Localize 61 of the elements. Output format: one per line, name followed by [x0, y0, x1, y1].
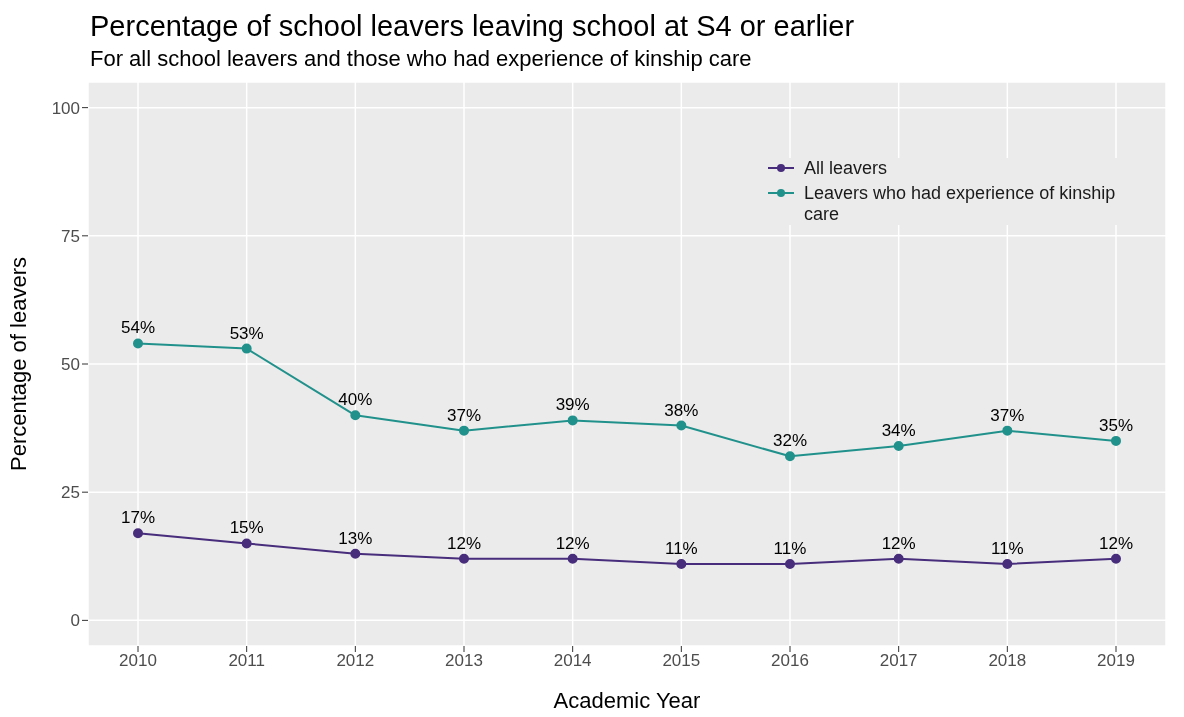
- data-label: 12%: [446, 533, 482, 553]
- x-tick-label: 2015: [662, 651, 701, 671]
- point: [459, 553, 469, 564]
- data-label: 40%: [338, 390, 373, 410]
- point: [133, 338, 143, 349]
- data-label: 13%: [338, 528, 373, 548]
- chart-subtitle: For all school leavers and those who had experience of kinship care: [90, 45, 753, 73]
- point: [785, 451, 795, 462]
- point: [893, 553, 904, 564]
- point: [567, 553, 578, 564]
- point: [1111, 553, 1121, 564]
- data-label: 37%: [990, 405, 1025, 425]
- point: [676, 420, 687, 431]
- data-label: 12%: [881, 533, 916, 553]
- chart-title: Percentage of school leavers leaving school at S4 or earlier: [90, 9, 856, 44]
- point: [1002, 425, 1013, 436]
- x-tick-label: 2017: [879, 651, 918, 671]
- y-tick-label: 75: [61, 226, 80, 246]
- point: [133, 528, 143, 539]
- x-axis-title: Academic Year: [553, 688, 701, 713]
- point: [567, 415, 578, 426]
- data-label: 37%: [446, 405, 482, 425]
- x-tick-label: 2011: [228, 651, 265, 671]
- point: [459, 425, 469, 436]
- point: [785, 558, 795, 569]
- point: [350, 548, 361, 559]
- x-tick-label: 2012: [336, 651, 375, 671]
- y-axis-title: Percentage of leavers: [5, 256, 31, 472]
- x-tick-label: 2019: [1097, 651, 1135, 671]
- x-tick-label: 2014: [553, 651, 592, 671]
- data-label: 38%: [664, 400, 699, 420]
- data-label: 34%: [881, 421, 916, 441]
- data-label: 35%: [1098, 415, 1134, 435]
- legend-label: Leavers who had experience of kinship care: [804, 183, 1117, 225]
- data-label: 54%: [120, 318, 156, 338]
- data-label: 53%: [229, 323, 264, 343]
- point: [241, 343, 252, 354]
- data-label: 11%: [773, 538, 807, 558]
- point: [241, 538, 252, 549]
- data-label: 39%: [555, 395, 590, 415]
- x-tick-label: 2013: [445, 651, 483, 671]
- data-label: 12%: [555, 533, 590, 553]
- y-tick-label: 50: [61, 355, 80, 375]
- point: [1111, 435, 1121, 446]
- y-tick-label: 100: [51, 98, 80, 118]
- legend-label: All leavers: [804, 158, 888, 179]
- data-label: 17%: [120, 508, 156, 528]
- data-label: 12%: [1098, 533, 1134, 553]
- x-tick-label: 2018: [988, 651, 1027, 671]
- x-tick-label: 2010: [119, 651, 157, 671]
- x-tick-label: 2016: [771, 651, 809, 671]
- point: [1002, 558, 1013, 569]
- data-label: 32%: [772, 431, 808, 451]
- point: [350, 410, 361, 421]
- data-label: 11%: [664, 538, 698, 558]
- data-label: 15%: [229, 518, 264, 538]
- y-tick-label: 0: [70, 611, 80, 631]
- y-tick-label: 25: [61, 483, 80, 503]
- point: [893, 441, 904, 452]
- point: [676, 558, 687, 569]
- data-label: 11%: [990, 538, 1024, 558]
